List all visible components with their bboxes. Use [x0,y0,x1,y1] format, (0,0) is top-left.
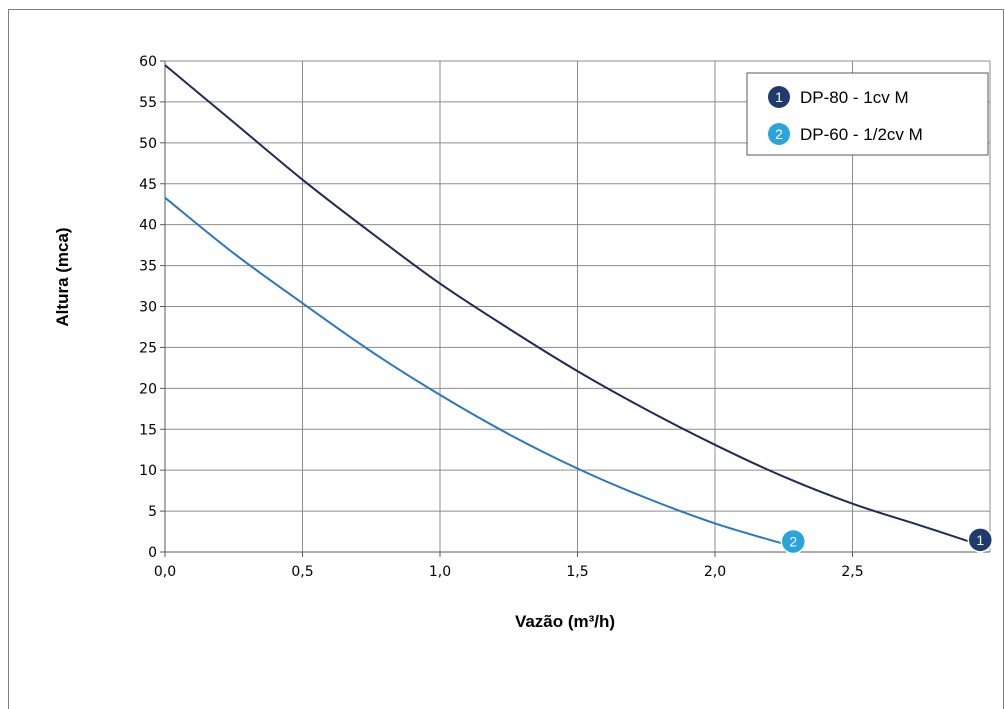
legend-badge-label: 1 [775,89,783,105]
y-tick-label: 50 [139,136,157,152]
legend-badge-2 [768,123,790,145]
legend-badge-1 [768,86,790,108]
x-tick-label: 2,5 [841,564,863,580]
series-end-marker-1 [967,527,993,553]
series-end-marker-2 [780,528,806,555]
x-tick-labels: 0,0 0,5 1,0 1,5 2,0 2,5 [154,564,864,580]
y-tick-label: 5 [148,504,157,520]
y-tick-labels: 0 5 10 15 20 25 30 35 40 45 50 55 60 [139,54,157,561]
x-tick-label: 0,0 [154,564,176,580]
y-tick-label: 15 [139,422,157,438]
legend-badge-label: 2 [775,126,783,142]
x-tick-label: 0,5 [291,564,313,580]
legend-label-1: DP-80 - 1cv M [800,88,909,107]
y-axis-title: Altura (mca) [53,227,72,326]
y-tick-label: 55 [139,95,157,111]
x-axis-title: Vazão (m³/h) [515,612,615,631]
y-tick-label: 60 [139,54,157,70]
y-tick-label: 10 [139,463,157,479]
x-tick-label: 1,0 [429,564,451,580]
series-lines [164,64,977,547]
legend-label-2: DP-60 - 1/2cv M [800,125,923,144]
series-end-marker-label: 2 [789,533,797,549]
y-tick-label: 45 [139,177,157,193]
series-line-2 [164,196,790,547]
series-line-1 [164,64,977,545]
y-tick-label: 35 [139,259,157,275]
y-tick-label: 20 [139,381,157,397]
series-end-marker-label: 1 [976,532,984,548]
y-tick-label: 0 [148,545,157,561]
x-tick-label: 2,0 [704,564,726,580]
y-tick-label: 30 [139,300,157,316]
y-tick-label: 40 [139,218,157,234]
legend: 1 DP-80 - 1cv M 2 DP-60 - 1/2cv M [746,72,989,156]
x-tick-label: 1,5 [566,564,588,580]
series-end-markers: 12 [780,527,993,555]
chart-frame [8,9,1004,709]
y-tick-label: 25 [139,340,157,356]
